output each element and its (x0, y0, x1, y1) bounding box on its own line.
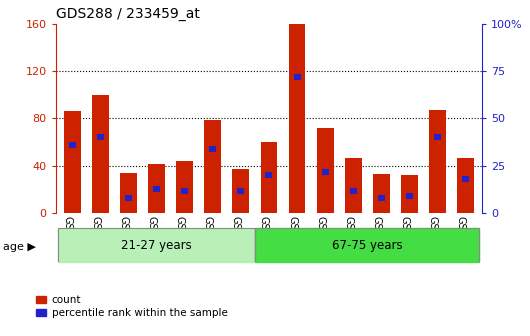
Bar (237, 187, 244, 194)
Bar (434, 134, 441, 140)
Text: 21-27 years: 21-27 years (121, 239, 192, 252)
Bar (322, 169, 329, 175)
Bar (350, 187, 357, 194)
Bar (373, 174, 390, 213)
Bar (209, 146, 216, 152)
Text: 67-75 years: 67-75 years (332, 239, 402, 252)
Bar (317, 128, 333, 213)
Bar (406, 193, 413, 199)
Bar (233, 169, 249, 213)
Bar (58, 228, 255, 262)
Bar (429, 110, 446, 213)
Bar (176, 161, 193, 213)
Bar (457, 158, 474, 213)
Bar (181, 187, 188, 194)
Bar (266, 172, 272, 178)
Bar (97, 134, 104, 140)
Bar (120, 173, 137, 213)
Bar (153, 186, 160, 192)
Bar (378, 195, 385, 201)
Bar (255, 228, 480, 262)
Bar (261, 142, 277, 213)
Bar (401, 175, 418, 213)
Text: age ▶: age ▶ (3, 242, 36, 252)
Bar (294, 74, 301, 80)
Bar (69, 142, 76, 148)
Bar (289, 24, 305, 213)
Bar (344, 158, 361, 213)
Legend: count, percentile rank within the sample: count, percentile rank within the sample (32, 291, 232, 322)
Bar (462, 176, 469, 182)
Bar (125, 195, 132, 201)
Text: GDS288 / 233459_at: GDS288 / 233459_at (56, 7, 199, 21)
Bar (205, 120, 221, 213)
Bar (64, 111, 81, 213)
Bar (92, 95, 109, 213)
Bar (148, 164, 165, 213)
